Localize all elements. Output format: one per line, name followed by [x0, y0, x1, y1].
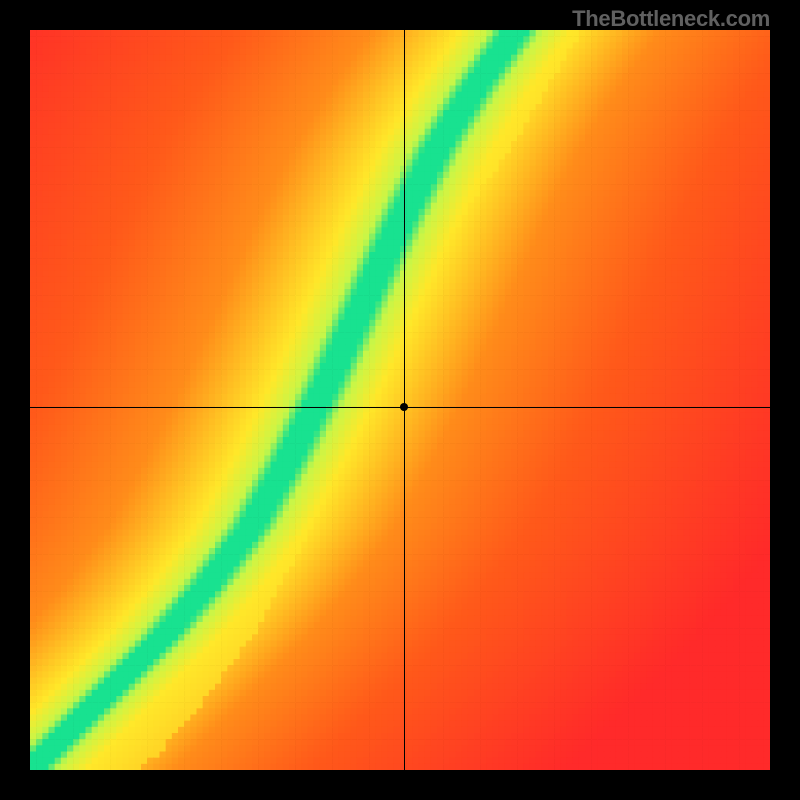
bottleneck-heatmap [30, 30, 770, 770]
crosshair-marker [400, 403, 408, 411]
crosshair-vertical [404, 30, 405, 770]
watermark-text: TheBottleneck.com [572, 6, 770, 32]
chart-container: { "watermark": "TheBottleneck.com", "can… [0, 0, 800, 800]
